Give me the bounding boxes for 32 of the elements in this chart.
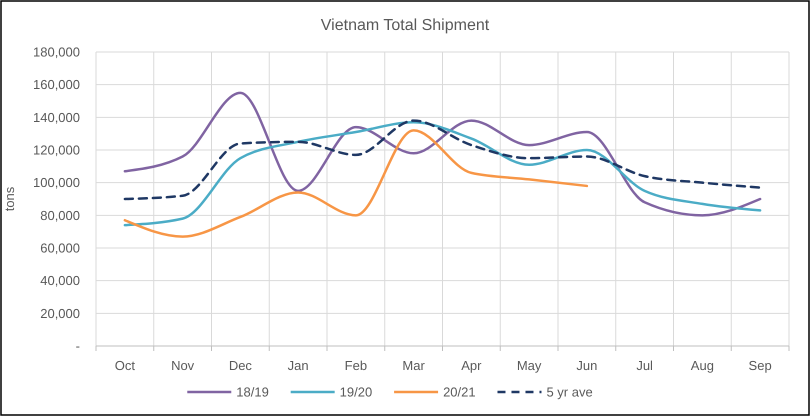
x-tick-label: Mar — [402, 358, 426, 373]
x-tick-label: Oct — [114, 358, 136, 373]
x-tick-label: May — [516, 358, 542, 373]
chart-title: Vietnam Total Shipment — [320, 17, 490, 34]
line-series — [124, 120, 762, 226]
x-tick-label: Jun — [576, 358, 598, 373]
y-tick-label: 140,000 — [33, 110, 80, 125]
y-tick-label: 160,000 — [33, 77, 80, 92]
line-series — [124, 119, 762, 200]
line-series — [124, 92, 762, 217]
y-tick-label: 100,000 — [33, 175, 80, 190]
x-tick-label: Jul — [636, 358, 654, 373]
y-tick-label: 40,000 — [40, 273, 80, 288]
y-axis-title: tons — [2, 186, 17, 212]
legend-label: 5 yr ave — [546, 384, 593, 400]
line-series — [124, 129, 588, 238]
x-tick-label: Feb — [344, 358, 368, 373]
x-tick-label: Dec — [228, 358, 252, 373]
x-tick-label: Sep — [748, 358, 772, 373]
y-tick-label: 60,000 — [40, 240, 80, 256]
x-tick-label: Jan — [288, 358, 309, 373]
x-tick-label: Aug — [690, 358, 714, 373]
y-tick-label: 180,000 — [33, 44, 80, 60]
legend-label: 18/19 — [236, 384, 269, 400]
legend-label: 19/20 — [340, 384, 372, 400]
x-tick-label: Apr — [461, 358, 482, 373]
x-tick-label: Nov — [171, 358, 195, 373]
y-tick-label: - — [76, 338, 80, 354]
y-tick-label: 80,000 — [40, 208, 80, 223]
y-tick-label: 20,000 — [40, 306, 80, 321]
y-tick-label: 120,000 — [33, 142, 80, 158]
legend-label: 20/21 — [443, 384, 476, 400]
